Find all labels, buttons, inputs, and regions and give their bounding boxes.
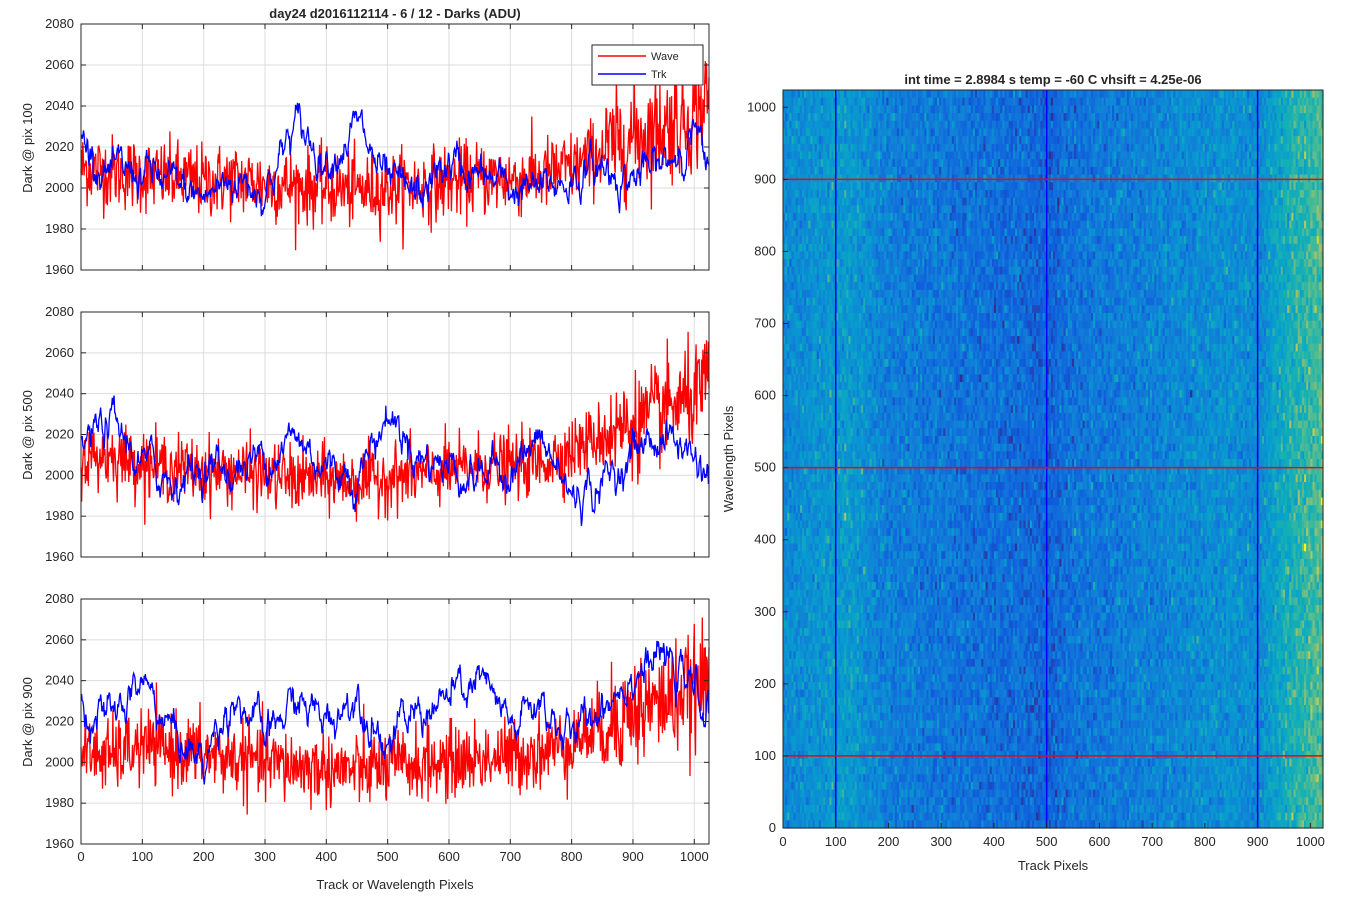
y-tick-label: 2040 [45,386,74,401]
heatmap-plot: 0 100 200 300 400 500 600 700 800 900 100001002003… [747,90,1325,849]
plot3-ylabel: Dark @ pix 900 [20,677,35,767]
y-tick-label: 2060 [45,345,74,360]
y-tick-label: 2000 [45,467,74,482]
y-tick-label: 2080 [45,591,74,606]
y-tick-label: 2020 [45,714,74,729]
y-tick-label: 2060 [45,632,74,647]
y-tick-label: 1960 [45,549,74,564]
x-tick-label: 300 [254,849,276,864]
y-tick-label: 2080 [45,16,74,31]
x-tick-label: 200 [193,849,215,864]
plot2-ylabel: Dark @ pix 500 [20,390,35,480]
figure-title: day24 d2016112114 - 6 / 12 - Darks (ADU) [269,6,520,21]
shared-xlabel: Track or Wavelength Pixels [316,877,474,892]
heatmap-title: int time = 2.8984 s temp = -60 C vhsift … [904,72,1201,87]
x-tick-label: 600 [438,849,460,864]
x-tick-label: 900 [622,849,644,864]
y-tick-label: 2020 [45,427,74,442]
y-tick-label: 2060 [45,57,74,72]
x-tick-label: 800 [561,849,583,864]
y-tick-label: 2000 [45,180,74,195]
plot-pix-900: 1960 1980 2000 2020 2040 2060 2080 0 100 200 300 40… [45,591,709,864]
y-tick-label: 1980 [45,508,74,523]
x-tick-label: 700 [499,849,521,864]
heatmap-ylabel: Wavelength Pixels [721,405,736,512]
y-tick-label: 2040 [45,673,74,688]
y-tick-label: 1980 [45,795,74,810]
heatmap-xlabel: Track Pixels [1018,858,1089,873]
x-tick-label: 1000 [680,849,709,864]
y-tick-label: 2040 [45,98,74,113]
y-tick-label: 1960 [45,262,74,277]
heatmap-cells [783,90,1324,829]
y-tick-label: 2080 [45,304,74,319]
y-tick-label: 2020 [45,139,74,154]
plot1-ylabel: Dark @ pix 100 [20,103,35,193]
plot-pix-500: 1960 1980 2000 2020 2040 2060 2080 [45,304,709,564]
x-tick-label: 0 [77,849,84,864]
y-tick-label: 1960 [45,836,74,851]
x-tick-label: 500 [377,849,399,864]
x-tick-label: 400 [315,849,337,864]
x-tick-label: 100 [131,849,153,864]
y-tick-label: 2000 [45,754,74,769]
y-tick-label: 1980 [45,221,74,236]
